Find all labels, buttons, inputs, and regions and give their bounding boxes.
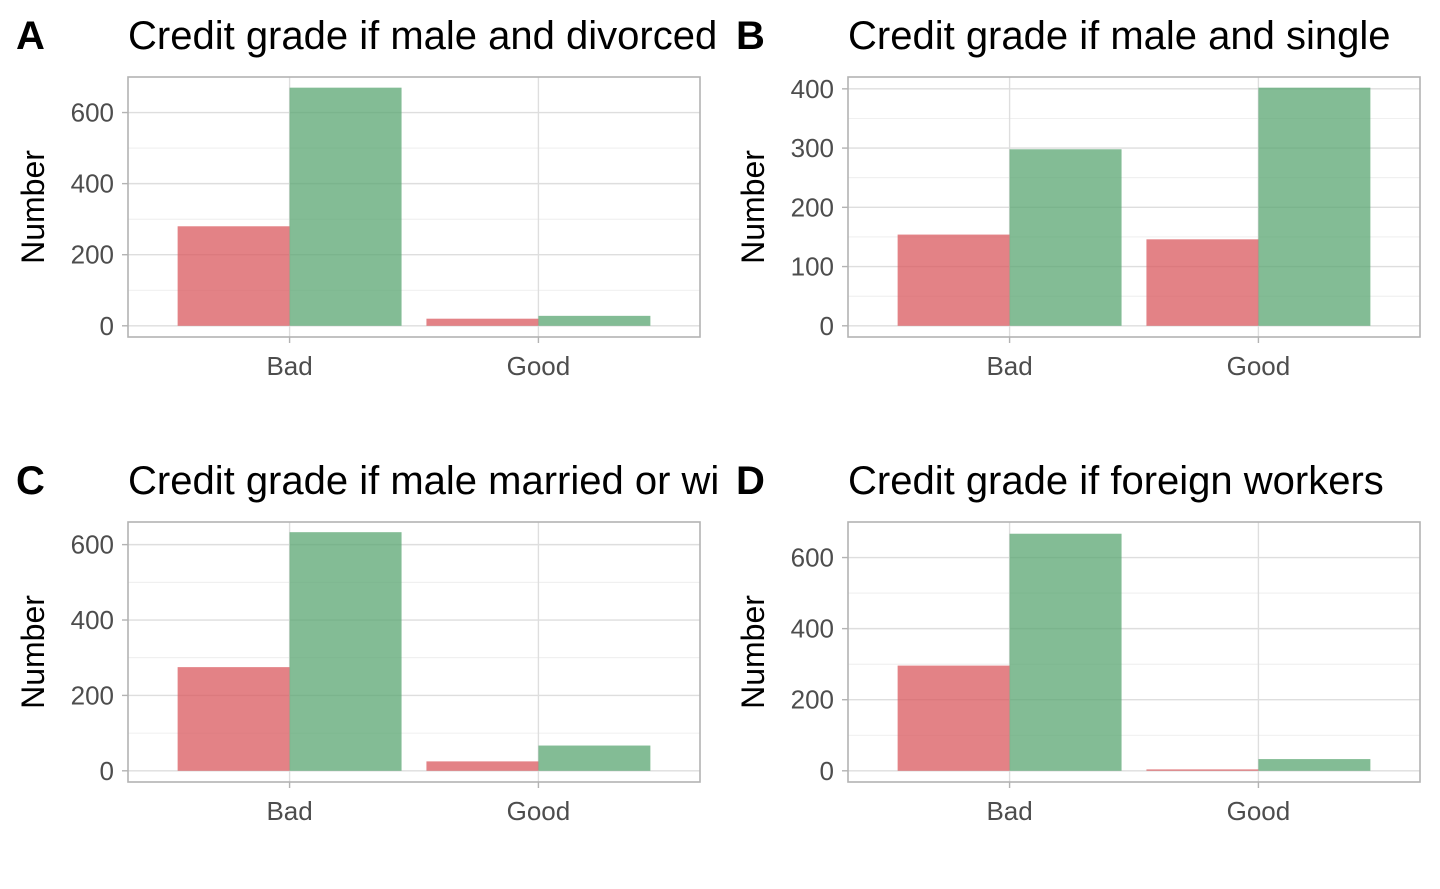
x-tick-label: Good <box>507 796 571 826</box>
y-tick-label: 200 <box>71 240 114 270</box>
x-tick-label: Good <box>1227 796 1291 826</box>
y-tick-label: 300 <box>791 133 834 163</box>
chart-title: Credit grade if foreign workers <box>848 459 1384 503</box>
bar-good-series-2 <box>1258 759 1371 771</box>
bar-good-series-1 <box>1146 239 1259 326</box>
plot-border <box>127 76 701 338</box>
bar-good-series-2 <box>538 745 651 771</box>
chart-title: Credit grade if male and single <box>848 14 1391 58</box>
chart-panel-b: B Credit grade if male and single 0 100 200 3… <box>735 14 1421 381</box>
bar-bad-series-2 <box>289 532 402 771</box>
panel-letter: C <box>16 459 45 503</box>
y-tick-label: 0 <box>100 756 114 786</box>
bar-good-series-2 <box>538 315 651 326</box>
panel-letter: D <box>736 459 765 503</box>
chart-panel-d: D Credit grade if foreign workers 0 200 400 6… <box>735 459 1421 826</box>
y-tick-label: 600 <box>71 530 114 560</box>
panel-letter: A <box>16 14 45 58</box>
panel-letter: B <box>736 14 765 58</box>
bar-bad-series-2 <box>289 87 402 326</box>
bar-good-series-2 <box>1258 87 1371 326</box>
y-tick-label: 400 <box>71 605 114 635</box>
y-tick-label: 0 <box>820 756 834 786</box>
y-tick-label: 200 <box>791 685 834 715</box>
y-tick-label: 600 <box>71 98 114 128</box>
x-tick-label: Good <box>1227 351 1291 381</box>
chart-panel-c: C Credit grade if male married or widowed… <box>15 459 837 826</box>
y-axis-title: Number <box>735 150 771 264</box>
x-tick-label: Bad <box>986 351 1032 381</box>
plot-border <box>847 521 1421 783</box>
plot-border <box>127 521 701 783</box>
x-tick-label: Good <box>507 351 571 381</box>
y-tick-label: 0 <box>100 311 114 341</box>
bar-bad-series-2 <box>1009 533 1122 771</box>
chart-panel-a: A Credit grade if male and divorced 0 200 40… <box>15 14 717 381</box>
chart-title: Credit grade if male and divorced <box>128 14 717 58</box>
y-tick-label: 200 <box>71 680 114 710</box>
y-tick-label: 200 <box>791 192 834 222</box>
y-tick-label: 0 <box>820 311 834 341</box>
x-tick-label: Bad <box>266 796 312 826</box>
bar-good-series-1 <box>426 318 539 326</box>
y-tick-label: 400 <box>71 169 114 199</box>
y-tick-label: 400 <box>791 74 834 104</box>
y-axis-title: Number <box>15 150 51 264</box>
bar-bad-series-1 <box>897 665 1010 771</box>
bar-bad-series-2 <box>1009 149 1122 326</box>
plot-border <box>847 76 1421 338</box>
bar-bad-series-1 <box>897 234 1010 326</box>
y-tick-label: 400 <box>791 614 834 644</box>
bar-good-series-1 <box>426 761 539 771</box>
y-tick-label: 100 <box>791 252 834 282</box>
y-axis-title: Number <box>15 595 51 709</box>
y-axis-title: Number <box>735 595 771 709</box>
x-tick-label: Bad <box>266 351 312 381</box>
bar-bad-series-1 <box>177 667 290 771</box>
y-tick-label: 600 <box>791 543 834 573</box>
x-tick-label: Bad <box>986 796 1032 826</box>
bar-good-series-1 <box>1146 769 1259 771</box>
chart-title: Credit grade if male married or widowed <box>128 459 837 503</box>
bar-bad-series-1 <box>177 226 290 326</box>
